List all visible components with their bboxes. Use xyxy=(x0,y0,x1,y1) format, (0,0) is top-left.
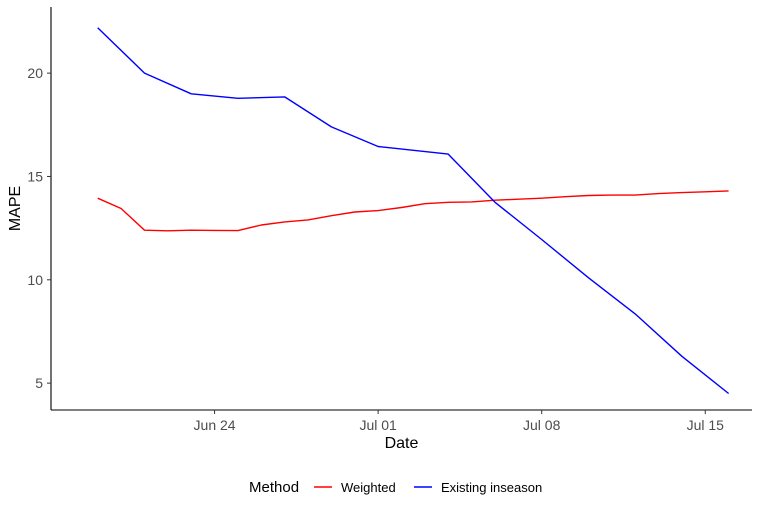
y-tick-label: 5 xyxy=(35,375,43,391)
legend-title: Method xyxy=(249,479,299,496)
series-line-existing-inseason xyxy=(97,27,730,395)
series-line-weighted xyxy=(97,190,729,232)
y-tick-label: 10 xyxy=(27,272,43,288)
x-tick-label: Jul 15 xyxy=(687,417,725,433)
x-tick-label: Jul 01 xyxy=(359,417,397,433)
x-tick-label: Jul 08 xyxy=(523,417,561,433)
axes xyxy=(50,7,752,411)
legend-label-existing-inseason: Existing inseason xyxy=(441,480,542,495)
legend: Method Weighted Existing inseason xyxy=(249,479,542,496)
y-tick-label: 20 xyxy=(27,65,43,81)
y-tick-label: 15 xyxy=(27,168,43,184)
x-axis-ticks: Jun 24 Jul 01 Jul 08 Jul 15 xyxy=(194,410,725,433)
legend-label-weighted: Weighted xyxy=(341,480,396,495)
y-axis-title: MAPE xyxy=(7,186,24,231)
x-tick-label: Jun 24 xyxy=(194,417,236,433)
x-axis-title: Date xyxy=(385,435,419,452)
series-layer xyxy=(97,27,730,395)
y-axis-ticks: 5 10 15 20 xyxy=(27,65,51,391)
